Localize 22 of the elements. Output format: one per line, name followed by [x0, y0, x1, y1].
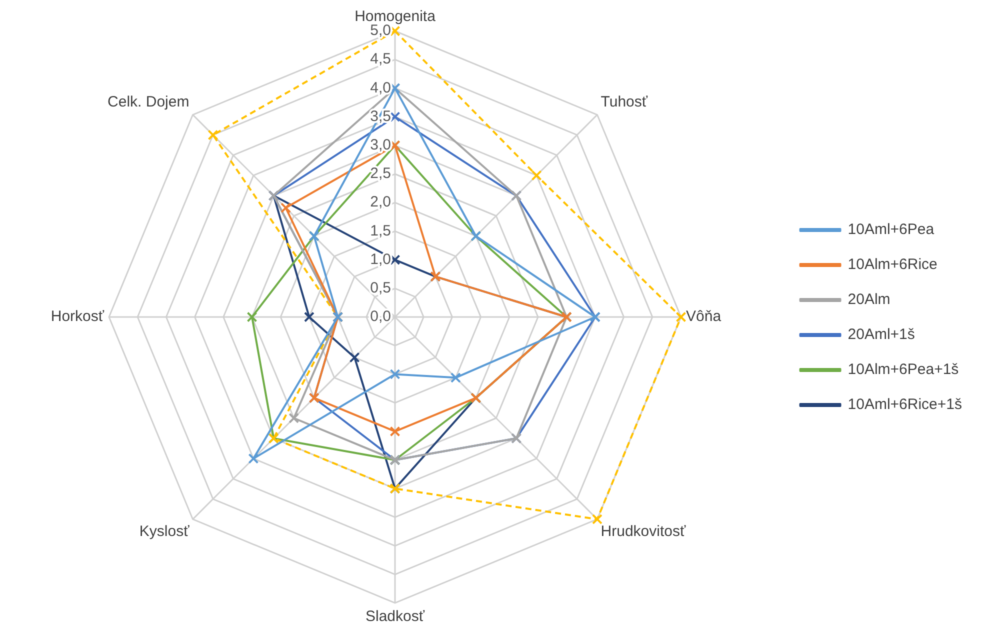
- legend-label: 10Aml+6Rice+1š: [848, 396, 962, 414]
- y-tick-label: 2,0: [370, 194, 391, 211]
- y-tick-label: 2,5: [370, 165, 391, 182]
- spoke-label: Tuhosť: [600, 93, 648, 110]
- legend-label: 20Aml+1š: [848, 326, 915, 344]
- y-tick-label: 4,0: [370, 79, 391, 96]
- y-tick-label: 0,0: [370, 308, 391, 326]
- y-tick-label: 4,5: [370, 50, 391, 68]
- legend-label: 20Alm: [848, 291, 890, 308]
- spoke-label: Sladkosť: [366, 608, 425, 626]
- spoke-label: Horkosť: [50, 308, 104, 326]
- legend-label: 10Alm+6Pea+1š: [848, 361, 959, 378]
- y-tick-label: 1,5: [370, 222, 391, 240]
- spoke-label: Vôňa: [686, 308, 722, 326]
- legend-label: 10Aml+6Pea: [848, 221, 935, 238]
- y-tick-label: 0,5: [370, 280, 391, 297]
- y-tick-label: 3,0: [370, 136, 391, 154]
- spoke-label: Kyslosť: [139, 522, 190, 540]
- legend-label: 10Alm+6Rice: [848, 256, 938, 274]
- spoke-label: Hrudkovitosť: [600, 522, 686, 540]
- spoke-label: Celk. Dojem: [108, 93, 190, 110]
- y-tick-label: 1,0: [370, 250, 391, 268]
